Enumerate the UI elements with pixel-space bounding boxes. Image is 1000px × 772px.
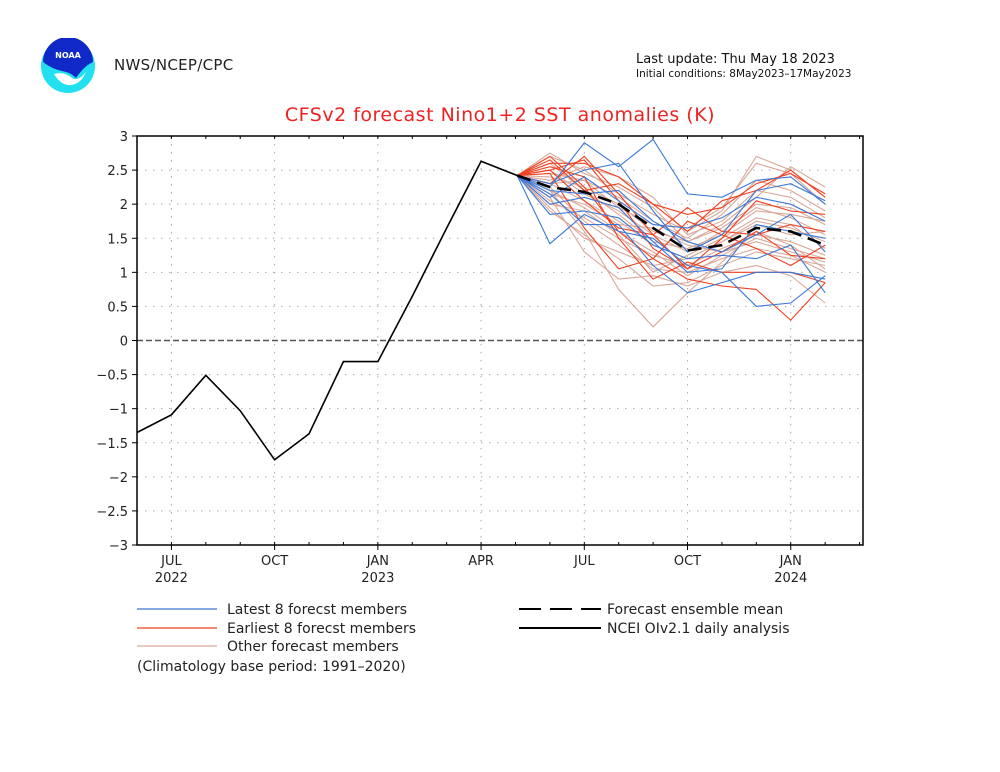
legend-label-mean: Forecast ensemble mean (607, 602, 783, 618)
observed-series (136, 160, 518, 461)
y-tick-label: 1.5 (107, 232, 128, 247)
latest-member-line (516, 175, 826, 294)
plot-frame (136, 135, 864, 546)
axes: 3 2.5 2 1.5 1 0.5 0 −0.5 −1 −1.5 −2 −2.5 −3 JUL 2022 OC… (96, 130, 864, 586)
x-tick-label: OCT (674, 554, 701, 569)
other-member-line (517, 166, 826, 236)
earliest-member-line (517, 162, 826, 233)
x-tick-label: OCT (261, 554, 288, 569)
x-tick-year-label: 2022 (155, 571, 188, 586)
y-tick-label: −1 (109, 403, 128, 418)
y-tick-label: −0.5 (96, 369, 128, 384)
chart-title: CFSv2 forecast Nino1+2 SST anomalies (K) (284, 104, 716, 126)
y-tick-label: 2 (120, 198, 128, 213)
y-tick-label: −2 (109, 471, 128, 486)
latest-member-line (516, 175, 826, 253)
legend-label-earliest: Earliest 8 forecst members (227, 621, 416, 637)
x-tick-label: JAN (366, 554, 389, 569)
org-label: NWS/NCEP/CPC (114, 56, 234, 74)
y-tick-label: −3 (109, 539, 128, 554)
latest-member-line (517, 138, 826, 205)
x-tick-year-label: 2023 (361, 571, 394, 586)
x-tick-label: APR (468, 554, 494, 569)
y-tick-label: −1.5 (96, 437, 128, 452)
legend-label-other: Other forecast members (227, 639, 399, 655)
latest-members (516, 138, 826, 307)
mean-series (516, 174, 826, 252)
x-tick-label: JUL (573, 554, 595, 569)
legend: Latest 8 forecst members Earliest 8 forec… (137, 602, 790, 675)
x-tick-label: JUL (160, 554, 182, 569)
latest-member-line (516, 175, 826, 273)
legend-label-latest: Latest 8 forecst members (227, 602, 407, 618)
earliest-member-line (517, 166, 826, 284)
x-tick-label: JAN (779, 554, 802, 569)
legend-label-observed: NCEI OIv2.1 daily analysis (607, 621, 790, 637)
observed-line (136, 160, 518, 461)
y-tick-label: −2.5 (96, 505, 128, 520)
other-member-line (516, 175, 826, 287)
logo-bird (54, 72, 86, 86)
logo-top-dome (43, 38, 93, 78)
y-tick-label: 3 (120, 130, 128, 145)
y-tick-label: 1 (120, 266, 128, 281)
y-tick-label: 0 (120, 335, 128, 350)
latest-member-line (516, 175, 826, 294)
mean-line (516, 174, 826, 252)
latest-member-line (516, 175, 826, 229)
grid (137, 136, 863, 545)
logo-text: NOAA (55, 51, 81, 60)
y-tick-label: 0.5 (107, 300, 128, 315)
x-tick-year-label: 2024 (774, 571, 807, 586)
initial-conditions: Initial conditions: 8May2023–17May2023 (636, 68, 852, 80)
noaa-logo: NOAA (41, 38, 95, 93)
climatology-footnote: (Climatology base period: 1991–2020) (137, 659, 406, 675)
last-update: Last update: Thu May 18 2023 (636, 52, 835, 67)
other-member-line (516, 175, 826, 304)
y-tick-label: 2.5 (107, 164, 128, 179)
